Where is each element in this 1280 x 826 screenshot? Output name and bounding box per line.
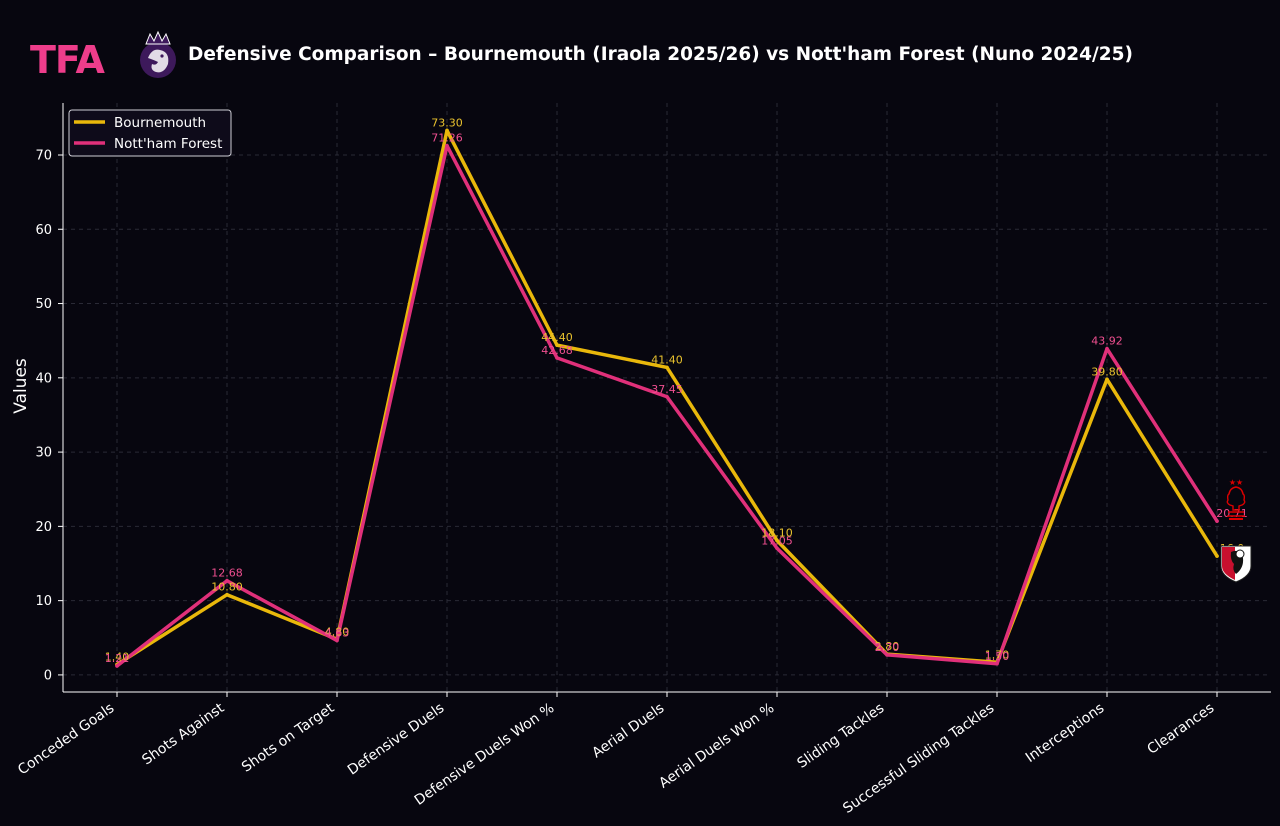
- data-label: 41.40: [651, 353, 683, 366]
- data-labels: 1.40 10.80 4.80 73.30 44.40 41.40 18.10 2.80 1.7…: [105, 116, 1248, 664]
- legend-label-nottham-forest: Nott'ham Forest: [114, 136, 222, 152]
- data-label: 39.80: [1091, 365, 1123, 378]
- data-label: 2.70: [875, 641, 900, 654]
- data-label: 1.40: [105, 651, 130, 664]
- y-axis-title: Values: [11, 358, 31, 414]
- legend-label-bournemouth: Bournemouth: [114, 115, 206, 131]
- data-label: 18.10: [761, 526, 793, 539]
- y-tick-label: 10: [35, 594, 52, 609]
- data-point: [1215, 554, 1219, 558]
- data-label: 2.80: [875, 640, 900, 653]
- y-tick-label: 20: [35, 520, 52, 535]
- data-point: [665, 394, 669, 399]
- svg-text:★★: ★★: [1229, 478, 1243, 487]
- data-point: [1105, 377, 1109, 382]
- data-label: 4.63: [325, 627, 350, 640]
- data-point: [445, 128, 449, 133]
- data-point: [555, 343, 559, 347]
- x-tick-label: Defensive Duels: [345, 700, 447, 778]
- y-tick-label: 30: [35, 446, 52, 461]
- x-tick-label: Sliding Tackles: [794, 700, 887, 772]
- x-tick-label: Interceptions: [1023, 700, 1107, 766]
- legend-box: [68, 109, 232, 157]
- data-label: 10.80: [211, 581, 243, 594]
- data-label: 4.80: [325, 625, 350, 638]
- data-label: 1.50: [985, 650, 1010, 663]
- data-label: 17.05: [761, 534, 793, 547]
- x-tick-label: Shots Against: [139, 700, 227, 769]
- data-label: 1.70: [985, 648, 1010, 661]
- data-label: 20.71: [1216, 507, 1248, 520]
- header: TFA Defensive Comparison – Bournemouth (…: [0, 0, 1280, 100]
- data-label: 1.21: [105, 652, 130, 665]
- data-point: [555, 356, 559, 360]
- data-point: [225, 592, 229, 597]
- data-point: [775, 546, 779, 551]
- x-tick-label: Aerial Duels: [589, 700, 667, 761]
- data-label: 73.30: [431, 116, 463, 129]
- nottingham-forest-crest-icon: ★★: [1226, 478, 1246, 520]
- x-tick-label: Conceded Goals: [15, 700, 117, 778]
- data-point: [775, 538, 779, 543]
- data-label: 44.40: [541, 331, 573, 344]
- series: [115, 128, 1219, 668]
- legend: Bournemouth Nott'ham Forest: [68, 109, 232, 157]
- page-title: Defensive Comparison – Bournemouth (Irao…: [188, 44, 1133, 65]
- y-tick-label: 70: [35, 148, 52, 163]
- y-tick-label: 60: [35, 223, 52, 238]
- y-tick-label: 40: [35, 371, 52, 386]
- data-point: [885, 653, 889, 657]
- y-ticks: 0 10 20 30 40 50 60 70: [35, 148, 63, 683]
- data-point: [1105, 346, 1109, 351]
- x-ticks: Conceded Goals Shots Against Shots on Targ…: [15, 692, 1218, 817]
- data-point: [225, 578, 229, 583]
- data-label: 37.45: [651, 383, 683, 396]
- data-point: [665, 365, 669, 370]
- y-tick-label: 0: [44, 668, 52, 683]
- x-tick-label: Shots on Target: [239, 700, 338, 776]
- data-point: [445, 143, 449, 148]
- tfa-logo: TFA: [30, 38, 105, 82]
- bournemouth-crest-icon: [1220, 545, 1252, 583]
- data-point: [1215, 519, 1219, 523]
- data-label: 71.26: [431, 132, 463, 145]
- data-point: [335, 638, 339, 643]
- x-tick-label: Aerial Duels Won %: [656, 700, 777, 791]
- data-point: [995, 661, 999, 666]
- x-tick-label: Clearances: [1144, 700, 1217, 758]
- data-point: [115, 664, 119, 668]
- y-tick-label: 50: [35, 297, 52, 312]
- data-label: 12.68: [211, 567, 243, 580]
- data-label: 42.68: [541, 344, 573, 357]
- data-label: 43.92: [1091, 335, 1123, 348]
- premier-league-lion-icon: [140, 30, 176, 78]
